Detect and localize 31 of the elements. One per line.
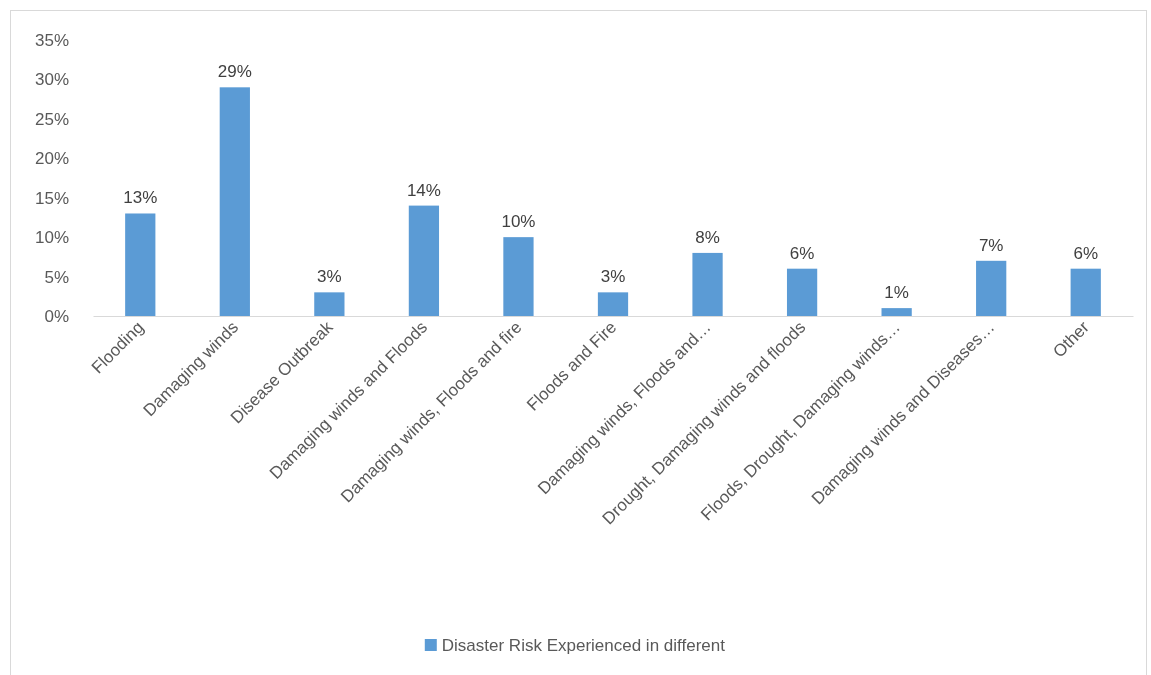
bar [125, 213, 156, 316]
data-label: 3% [600, 267, 626, 287]
y-tick-label: 10% [34, 228, 69, 248]
bar [1070, 268, 1101, 316]
data-label: 7% [978, 235, 1004, 255]
data-label: 3% [317, 267, 342, 287]
y-tick-label: 5% [44, 267, 69, 287]
y-tick-label: 0% [44, 306, 69, 326]
bar [219, 87, 250, 316]
bar [314, 292, 345, 316]
bar [503, 237, 534, 316]
data-label: 10% [501, 212, 536, 232]
legend-label: Disaster Risk Experienced in different [441, 635, 726, 655]
data-label: 6% [789, 243, 815, 263]
y-tick-label: 25% [34, 109, 69, 129]
data-label: 14% [406, 180, 441, 200]
data-label: 8% [695, 227, 720, 247]
y-tick-label: 30% [34, 70, 69, 90]
data-label: 1% [884, 283, 909, 303]
y-tick-label: 20% [34, 149, 69, 169]
bar [408, 205, 440, 316]
data-label: 13% [123, 188, 158, 208]
y-tick-label: 15% [34, 188, 69, 208]
bar [881, 308, 912, 316]
bar [786, 268, 818, 316]
bar [597, 292, 629, 316]
bar [976, 260, 1007, 316]
bar [692, 252, 723, 316]
y-tick-label: 35% [34, 30, 69, 50]
data-label: 6% [1073, 243, 1099, 263]
data-label: 29% [217, 62, 252, 82]
